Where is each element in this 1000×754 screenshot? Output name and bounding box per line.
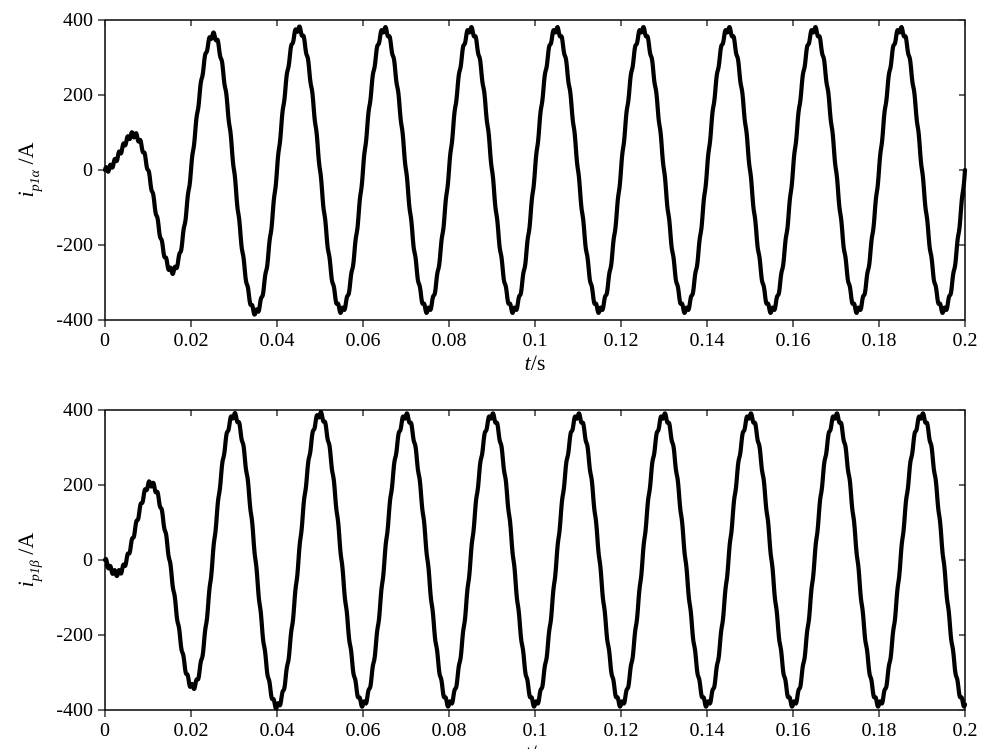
y-axis-label: ip1α /A	[13, 142, 43, 197]
x-tick-label: 0.08	[432, 329, 467, 351]
plot-border	[105, 410, 965, 710]
figure-svg: 0 0.02 0.04 0.06 0.08 0.1 0.12 0.14 0.16 0.18 0.2 -…	[0, 0, 1000, 749]
x-tick-label: 0.1	[523, 719, 548, 741]
x-tick-label: 0.04	[260, 719, 295, 741]
x-tick-label: 0.12	[604, 719, 639, 741]
x-tick-label: 0.06	[346, 329, 381, 351]
y-tick-label: -400	[56, 309, 93, 331]
x-tick-label: 0.14	[690, 719, 725, 741]
y-tick-label: 200	[63, 84, 93, 106]
x-tick-label: 0.2	[953, 329, 978, 351]
y-tick-label: 400	[63, 9, 93, 31]
x-tick-label: 0	[100, 329, 110, 351]
x-tick-label: 0.16	[776, 719, 811, 741]
y-tick-label: -200	[56, 624, 93, 646]
x-axis-label: t/s	[525, 350, 546, 375]
y-tick-label: 0	[83, 549, 93, 571]
x-tick-label: 0.14	[690, 329, 725, 351]
y-tick-label: 400	[63, 399, 93, 421]
y-tick-label: 0	[83, 159, 93, 181]
y-tick-label: -400	[56, 699, 93, 721]
x-tick-label: 0.16	[776, 329, 811, 351]
y-tick-label: 200	[63, 474, 93, 496]
x-axis-label: t/s	[525, 740, 546, 749]
x-tick-label: 0.02	[174, 719, 209, 741]
signal-trace	[105, 412, 965, 708]
x-tick-label: 0.08	[432, 719, 467, 741]
y-tick-label: -200	[56, 234, 93, 256]
x-tick-label: 0.18	[862, 719, 897, 741]
panel-bottom: 0 0.02 0.04 0.06 0.08 0.1 0.12 0.14 0.16 0.18 0.2 -…	[13, 399, 978, 749]
figure-container: 0 0.02 0.04 0.06 0.08 0.1 0.12 0.14 0.16 0.18 0.2 -…	[0, 0, 1000, 749]
y-axis-label: ip1β /A	[13, 533, 43, 588]
x-tick-label: 0.04	[260, 329, 295, 351]
x-tick-label: 0	[100, 719, 110, 741]
panel-top: 0 0.02 0.04 0.06 0.08 0.1 0.12 0.14 0.16 0.18 0.2 -…	[13, 9, 978, 375]
signal-trace	[105, 27, 965, 315]
x-tick-label: 0.06	[346, 719, 381, 741]
x-tick-label: 0.18	[862, 329, 897, 351]
x-tick-label: 0.12	[604, 329, 639, 351]
x-tick-label: 0.02	[174, 329, 209, 351]
x-tick-label: 0.1	[523, 329, 548, 351]
x-tick-label: 0.2	[953, 719, 978, 741]
